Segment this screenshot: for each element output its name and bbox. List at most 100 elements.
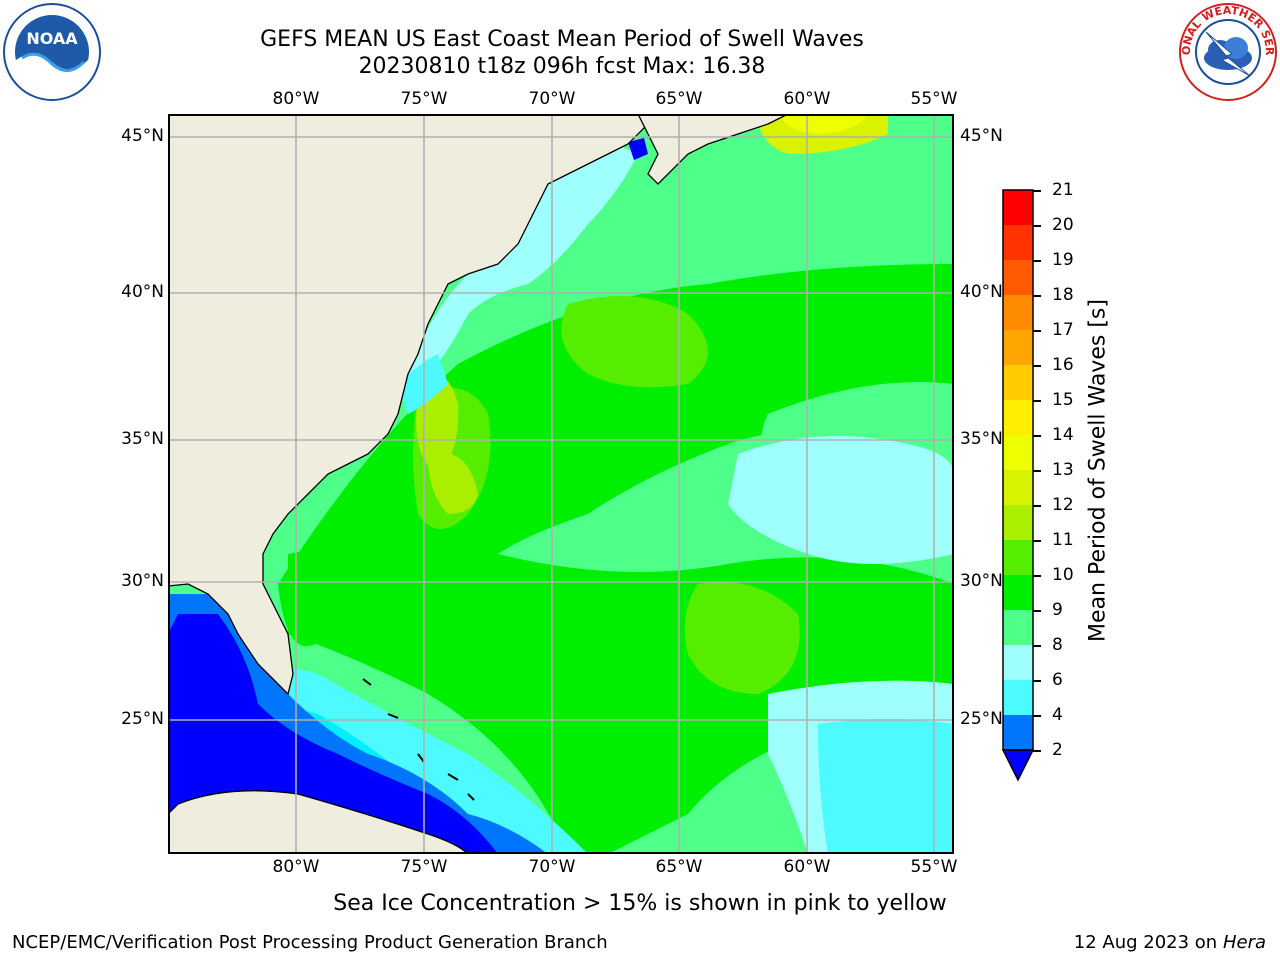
lon-label-top-55w: 55°W (910, 89, 958, 109)
lon-label-top-70w: 70°W (528, 89, 576, 109)
land-bahamas (362, 678, 475, 801)
colorbar-tick-mark (1033, 715, 1041, 717)
colorbar-tick-label: 14 (1052, 425, 1074, 445)
colorbar-tick-mark (1033, 505, 1041, 507)
land-canada (637, 114, 789, 185)
colorbar-swatch (1003, 225, 1033, 260)
land-cuba (168, 790, 469, 854)
colorbar-tick-label: 4 (1052, 705, 1063, 725)
colorbar-tick-label: 15 (1052, 390, 1074, 410)
lat-label-left-40n: 40°N (121, 282, 164, 302)
graticule (168, 114, 954, 854)
colorbar-tick-mark (1033, 330, 1041, 332)
lon-label-bottom-60w: 60°W (783, 857, 831, 877)
colorbar-swatch (1003, 365, 1033, 400)
colorbar-swatch (1003, 190, 1033, 225)
colorbar-swatch (1003, 610, 1033, 645)
colorbar-tick-mark (1033, 470, 1041, 472)
colorbar-swatch (1003, 575, 1033, 610)
footer-date-text: 12 Aug 2023 on (1073, 932, 1218, 953)
lon-label-top-65w: 65°W (655, 89, 703, 109)
period-12s-patch (561, 296, 708, 388)
colorbar-label: Mean Period of Swell Waves [s] (1085, 299, 1111, 642)
colorbar-tick-label: 10 (1052, 565, 1074, 585)
colorbar-tick-label: 18 (1052, 285, 1074, 305)
colorbar-tick-mark (1033, 295, 1041, 297)
colorbar-tick-mark (1033, 575, 1041, 577)
colorbar-tick-label: 12 (1052, 495, 1074, 515)
colorbar-swatch (1003, 680, 1033, 715)
colorbar-tick-mark (1033, 610, 1041, 612)
map-title-line2: 20230810 t18z 096h fcst Max: 16.38 (358, 54, 766, 79)
period-12s-patch (684, 582, 800, 694)
colorbar-swatch (1003, 470, 1033, 505)
colorbar-tick-mark (1033, 680, 1041, 682)
colorbar-swatch (1003, 330, 1033, 365)
period-15s-patch (778, 114, 868, 134)
colorbar-tick-mark (1033, 225, 1041, 227)
colorbar-tick-label: 8 (1052, 635, 1063, 655)
colorbar-swatch (1003, 540, 1033, 575)
colorbar-tick-mark (1033, 365, 1041, 367)
colorbar-tick-label: 11 (1052, 530, 1074, 550)
lat-label-left-45n: 45°N (121, 126, 164, 146)
colorbar-tick-label: 17 (1052, 320, 1074, 340)
colorbar-tick-mark (1033, 540, 1041, 542)
colorbar-swatch (1003, 715, 1033, 750)
colorbar-tick-label: 13 (1052, 460, 1074, 480)
lon-label-bottom-80w: 80°W (272, 857, 320, 877)
colorbar-swatch (1003, 260, 1033, 295)
lon-label-top-75w: 75°W (400, 89, 448, 109)
lon-label-bottom-65w: 65°W (655, 857, 703, 877)
period-6s-zone-coast (398, 354, 448, 414)
lat-label-right-45n: 45°N (960, 126, 1003, 146)
lat-label-right-35n: 35°N (960, 429, 1003, 449)
colorbar-tick-label: 6 (1052, 670, 1063, 690)
colorbar-tick-label: 9 (1052, 600, 1063, 620)
colorbar-swatch (1003, 400, 1033, 435)
lon-label-bottom-70w: 70°W (528, 857, 576, 877)
colorbar-swatches (1001, 189, 1035, 782)
colorbar-tick-mark (1033, 190, 1041, 192)
lat-label-right-40n: 40°N (960, 282, 1003, 302)
swell-period-map (168, 114, 954, 854)
colorbar-swatch (1003, 295, 1033, 330)
colorbar-tick-label: 16 (1052, 355, 1074, 375)
colorbar-ticks: 2 4 6 8 9 10 11 12 13 14 15 16 17 18 19 20 21 (1033, 180, 1102, 780)
colorbar-tick-mark (1033, 400, 1041, 402)
period-8s-zone-coast (408, 140, 638, 374)
period-8s-zone (728, 436, 954, 564)
lat-label-right-25n: 25°N (960, 709, 1003, 729)
nws-logo: NATIONAL WEATHER SERVICE (1173, 0, 1278, 102)
colorbar-tick-mark (1033, 750, 1041, 752)
colorbar-swatch (1003, 435, 1033, 470)
map-title-line1: GEFS MEAN US East Coast Mean Period of S… (260, 27, 864, 52)
sea-ice-annotation: Sea Ice Concentration > 15% is shown in … (333, 891, 947, 916)
noaa-logo: NOAA (2, 2, 102, 102)
lon-label-top-80w: 80°W (272, 89, 320, 109)
colorbar-swatch (1003, 645, 1033, 680)
colorbar-tick-label: 21 (1052, 180, 1074, 200)
footer-date: 12 Aug 2023 on Hera (1074, 932, 1266, 953)
footer-machine: Hera (1222, 932, 1266, 953)
colorbar-tick-mark (1033, 260, 1041, 262)
colorbar-tick-label: 19 (1052, 250, 1074, 270)
lat-label-right-30n: 30°N (960, 571, 1003, 591)
lon-label-bottom-55w: 55°W (910, 857, 958, 877)
period-below-2s-zone-maine (628, 138, 648, 160)
lon-label-bottom-75w: 75°W (400, 857, 448, 877)
lat-label-left-30n: 30°N (121, 571, 164, 591)
period-6s-zone (818, 719, 954, 854)
lat-label-left-35n: 35°N (121, 429, 164, 449)
colorbar-tick-mark (1033, 435, 1041, 437)
colorbar (1000, 185, 1040, 789)
footer-credit: NCEP/EMC/Verification Post Processing Pr… (12, 932, 608, 953)
svg-text:NOAA: NOAA (26, 29, 78, 48)
colorbar-extend-arrow (1001, 749, 1035, 782)
colorbar-tick-mark (1033, 645, 1041, 647)
colorbar-swatch (1003, 505, 1033, 540)
colorbar-tick-label: 2 (1052, 740, 1063, 760)
colorbar-tick-label: 20 (1052, 215, 1074, 235)
lon-label-top-60w: 60°W (783, 89, 831, 109)
period-13s-patch (428, 452, 478, 514)
